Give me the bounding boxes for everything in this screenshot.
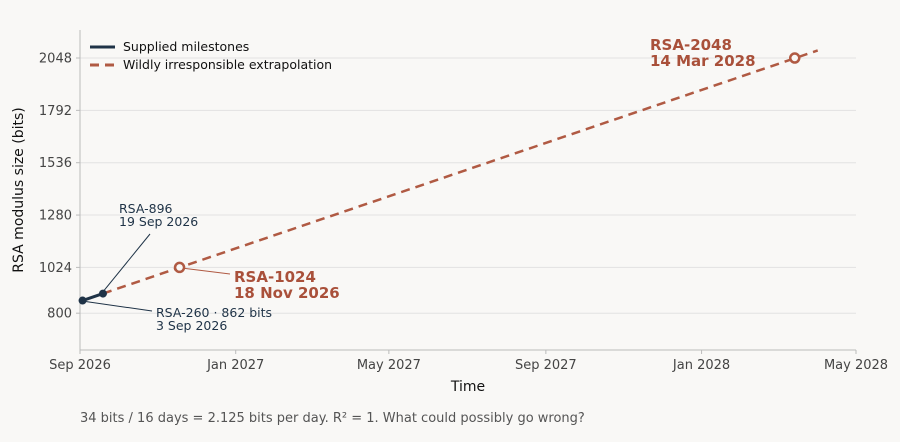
y-tick-label: 800	[47, 307, 72, 322]
annotation-leader	[184, 267, 231, 275]
x-axis-label: Time	[450, 379, 485, 395]
grid	[80, 57, 856, 314]
x-tick-label: May 2027	[357, 358, 421, 373]
extrapolation-line	[102, 49, 819, 295]
legend: Supplied milestones Wildly irresponsible…	[90, 39, 332, 72]
y-tick-label: 1792	[39, 104, 72, 119]
x-ticks: Sep 2026 Jan 2027 May 2027 Sep 2027 Jan 2028…	[49, 350, 888, 373]
x-tick-label: May 2028	[824, 358, 888, 373]
annotation-rsa2048-date: 14 Mar 2028	[650, 52, 756, 70]
legend-label-solid: Supplied milestones	[123, 39, 249, 54]
series-layer	[78, 49, 819, 305]
x-tick-label: Jan 2028	[672, 358, 730, 373]
x-tick-label: Sep 2026	[49, 358, 111, 373]
y-tick-label: 1024	[39, 261, 72, 276]
milestone-marker	[788, 52, 801, 64]
annotation-rsa260-line2: 3 Sep 2026	[156, 318, 227, 333]
supplied-point	[98, 289, 107, 298]
x-tick-label: Sep 2027	[515, 358, 577, 373]
milestone-marker	[173, 261, 186, 274]
y-axis-label: RSA modulus size (bits)	[11, 107, 27, 272]
annotation-rsa260-line1: RSA-260 · 862 bits	[156, 305, 272, 320]
annotation-rsa896-line1: RSA-896	[119, 201, 173, 216]
caption: 34 bits / 16 days = 2.125 bits per day. …	[80, 411, 585, 426]
annotation-rsa1024-date: 18 Nov 2026	[234, 284, 340, 302]
annotation-rsa2048-label: RSA-2048	[650, 36, 732, 54]
y-tick-label: 1280	[39, 209, 72, 224]
annotation-rsa896-line2: 19 Sep 2026	[119, 214, 198, 229]
y-ticks: 800 1024 1280 1536 1792 2048	[39, 52, 80, 322]
y-tick-label: 2048	[39, 52, 72, 67]
supplied-point	[78, 296, 87, 305]
annotation-leader	[103, 233, 151, 291]
annotation-leader	[85, 301, 153, 312]
y-tick-label: 1536	[39, 156, 72, 171]
legend-label-dashed: Wildly irresponsible extrapolation	[123, 57, 332, 72]
x-tick-label: Jan 2027	[206, 358, 264, 373]
annotation-rsa1024-label: RSA-1024	[234, 268, 316, 286]
